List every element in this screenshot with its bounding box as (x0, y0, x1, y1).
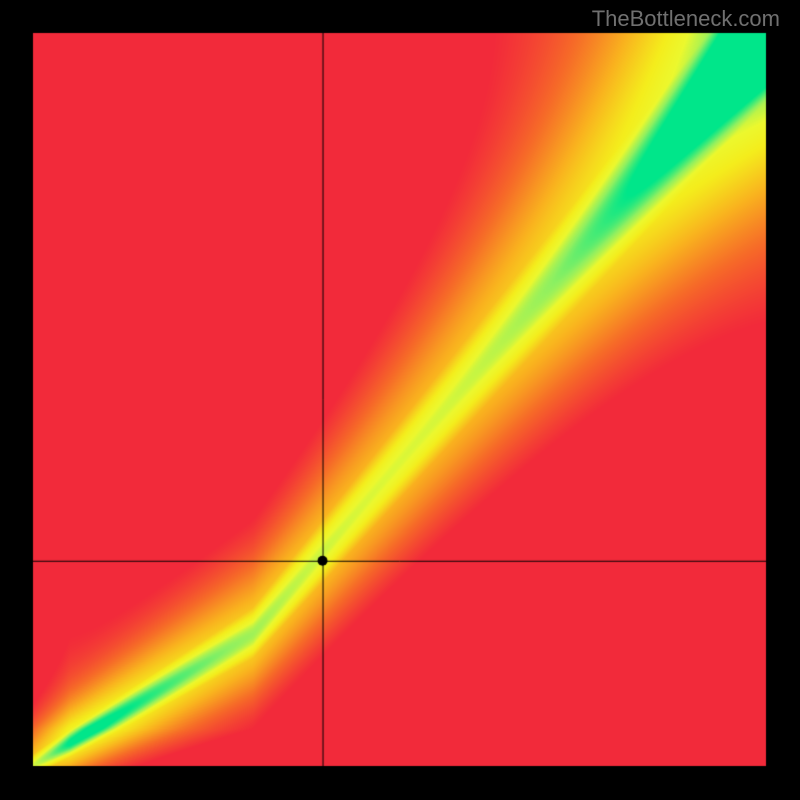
bottleneck-heatmap (0, 0, 800, 800)
watermark-text: TheBottleneck.com (592, 6, 780, 32)
